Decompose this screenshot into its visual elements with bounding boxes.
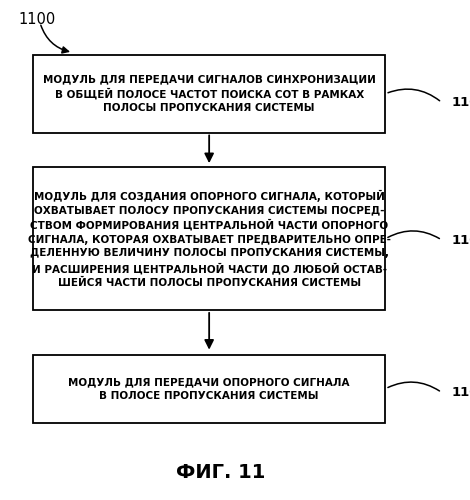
Bar	[33, 168, 385, 310]
Text: 1106: 1106	[451, 386, 470, 399]
Text: 1100: 1100	[19, 12, 56, 28]
Bar	[33, 355, 385, 422]
Text: 1102: 1102	[451, 96, 470, 109]
Text: ФИГ. 11: ФИГ. 11	[176, 463, 266, 482]
Text: МОДУЛЬ ДЛЯ ПЕРЕДАЧИ ОПОРНОГО СИГНАЛА
В ПОЛОСЕ ПРОПУСКАНИЯ СИСТЕМЫ: МОДУЛЬ ДЛЯ ПЕРЕДАЧИ ОПОРНОГО СИГНАЛА В П…	[69, 377, 350, 400]
Text: 1104: 1104	[451, 234, 470, 246]
Text: МОДУЛЬ ДЛЯ ПЕРЕДАЧИ СИГНАЛОВ СИНХРОНИЗАЦИИ
В ОБЩЕЙ ПОЛОСЕ ЧАСТОТ ПОИСКА СОТ В РА: МОДУЛЬ ДЛЯ ПЕРЕДАЧИ СИГНАЛОВ СИНХРОНИЗАЦ…	[43, 74, 376, 114]
Bar	[33, 55, 385, 132]
Text: МОДУЛЬ ДЛЯ СОЗДАНИЯ ОПОРНОГО СИГНАЛА, КОТОРЫЙ
ОХВАТЫВАЕТ ПОЛОСУ ПРОПУСКАНИЯ СИСТ: МОДУЛЬ ДЛЯ СОЗДАНИЯ ОПОРНОГО СИГНАЛА, КО…	[28, 190, 391, 288]
